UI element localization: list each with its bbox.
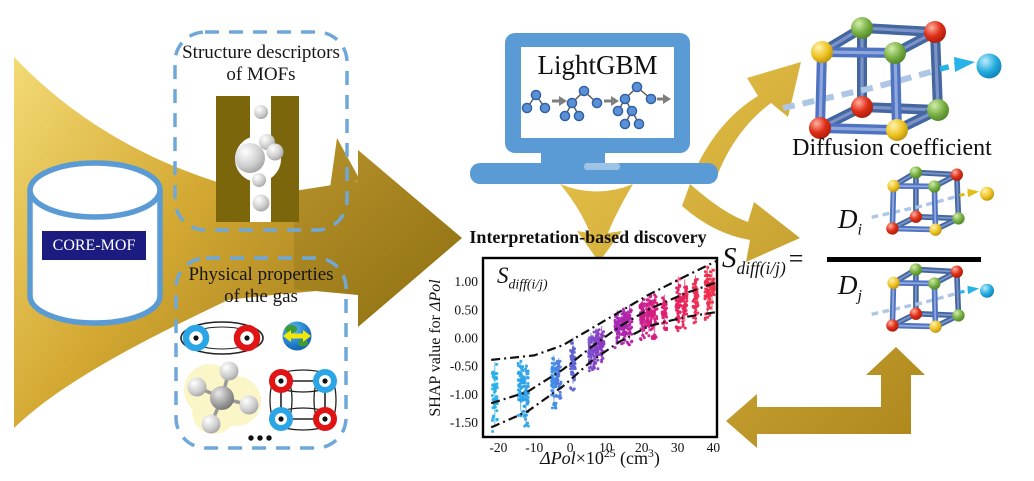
lightgbm-label: LightGBM (537, 50, 658, 80)
corner-atom-yellow (929, 320, 942, 333)
x-tick-label: 0 (567, 440, 574, 455)
y-tick-label: 0.00 (454, 330, 478, 345)
plot-title: Interpretation-based discovery (469, 227, 707, 247)
diffusion-arrowhead (967, 285, 980, 295)
y-tick-label: 0.50 (454, 302, 478, 317)
diffusing-molecule-icon (980, 186, 995, 201)
corner-atom-red (851, 96, 873, 118)
x-tick-label: 30 (671, 440, 685, 455)
equation-numerator: Di (838, 204, 862, 239)
diffusing-molecule-icon (976, 53, 1002, 79)
x-axis-label: ΔPol×1025 (cm3) (540, 447, 660, 468)
connector-arrows (560, 62, 925, 448)
database-label: CORE-MOF (52, 237, 136, 254)
corner-atom-green (928, 180, 941, 193)
corner-atom-green (928, 277, 941, 290)
equals-sign: = (788, 244, 804, 273)
guide-line-center-trend (490, 281, 718, 405)
x-tick-label: -20 (489, 440, 507, 455)
corner-atom-green (909, 263, 923, 276)
mof-cube-icon (871, 166, 995, 236)
x-tick-label: -10 (525, 440, 543, 455)
corner-atom-red (950, 168, 963, 181)
corner-atom-red (909, 210, 923, 223)
dipole-molecule-icon (180, 321, 264, 355)
arrow-laptop-to-plot (560, 184, 633, 262)
corner-atom-green (884, 42, 906, 64)
pore-structure-icon (216, 96, 299, 222)
gold-arrowhead (294, 138, 462, 327)
y-tick-label: -1.00 (450, 387, 478, 402)
x-tick-label: 20 (635, 440, 649, 455)
boosting-trees-icon (521, 81, 671, 130)
database-icon (27, 160, 163, 326)
y-tick-label: -1.50 (450, 415, 478, 430)
quadrupole-molecule-icon (269, 369, 337, 431)
y-axis-label: SHAP value for ΔPol (427, 279, 444, 417)
y-tick-label: 1.00 (454, 274, 478, 289)
methane-molecule-icon (184, 361, 261, 434)
corner-atom-yellow (887, 276, 900, 290)
diffusion-arrowhead (967, 188, 980, 198)
corner-atom-green (909, 166, 923, 179)
shap-scatter-points (490, 259, 718, 433)
structure-box-line1: Structure descriptors (182, 42, 340, 63)
axis-tick-labels: -20 -10 0 10 20 30 40 1.00 0.50 0.00 -0.50 -1.00 -1.… (450, 274, 721, 455)
structure-box-title: Structure descriptors of MOFs (175, 42, 347, 86)
physical-properties-box (174, 256, 348, 450)
corner-atom-green (952, 212, 965, 225)
arrow-laptop-to-equation (682, 184, 800, 262)
corner-atom-red (924, 21, 946, 43)
diffusion-coefficient-label: Diffusion coefficient (792, 135, 992, 161)
corner-atom-red (886, 222, 899, 235)
gold-flow-arrow (14, 57, 462, 428)
corner-atom-red (909, 307, 923, 320)
corner-atom-yellow (929, 223, 942, 236)
selectivity-equation-lhs: Sdiff(i/j) = (722, 242, 804, 278)
equation-denominator: Dj (838, 270, 862, 305)
more-properties-ellipsis: ••• (247, 428, 275, 450)
fraction-bar (827, 257, 981, 262)
corner-atom-red (886, 319, 899, 332)
shap-plot: -20 -10 0 10 20 30 40 1.00 0.50 0.00 -0.50 -1.00 -1.… (450, 256, 721, 455)
mof-cube-icon (782, 17, 1002, 141)
diffusing-molecule-icon (980, 283, 995, 298)
laptop-icon (470, 33, 718, 184)
mof-cubes (782, 17, 1002, 333)
structure-box-line2: of MOFs (226, 64, 296, 85)
arrow-laptop-to-cube (694, 62, 801, 176)
corner-atom-yellow (887, 179, 900, 193)
diffusion-arrowhead (954, 57, 975, 72)
corner-atom-green (927, 99, 949, 121)
physical-box-line1: Physical properties (188, 264, 334, 285)
arrow-plot-equation-link (726, 347, 925, 448)
y-tick-label: -0.50 (450, 359, 478, 374)
corner-atom-red (809, 117, 831, 139)
database-label-bg (42, 231, 146, 260)
x-tick-label: 10 (599, 440, 613, 455)
corner-atom-yellow (886, 119, 908, 141)
x-tick-label: 40 (707, 440, 721, 455)
guide-line-lower-envelope (490, 310, 718, 429)
corner-atom-green (952, 309, 965, 322)
corner-atom-red (950, 265, 963, 278)
corner-atom-yellow (811, 41, 833, 63)
polarizability-globe-icon (282, 321, 312, 351)
corner-atom-green (851, 17, 873, 39)
mof-cube-icon (871, 263, 995, 333)
physical-box-title: Physical properties of the gas (176, 264, 346, 308)
plot-inset-label: Sdiff(i/j) (497, 263, 548, 292)
structure-descriptors-box (173, 30, 349, 232)
physical-box-line2: of the gas (224, 286, 298, 307)
